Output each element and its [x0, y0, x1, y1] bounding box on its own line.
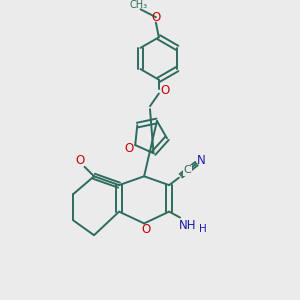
Text: O: O: [124, 142, 134, 154]
Text: O: O: [141, 224, 150, 236]
Text: C: C: [184, 165, 192, 176]
Text: O: O: [76, 154, 85, 167]
Text: H: H: [199, 224, 207, 234]
Text: N: N: [197, 154, 206, 167]
Text: NH: NH: [179, 219, 196, 232]
Text: O: O: [151, 11, 160, 24]
Text: O: O: [161, 84, 170, 97]
Text: CH₃: CH₃: [129, 0, 147, 10]
